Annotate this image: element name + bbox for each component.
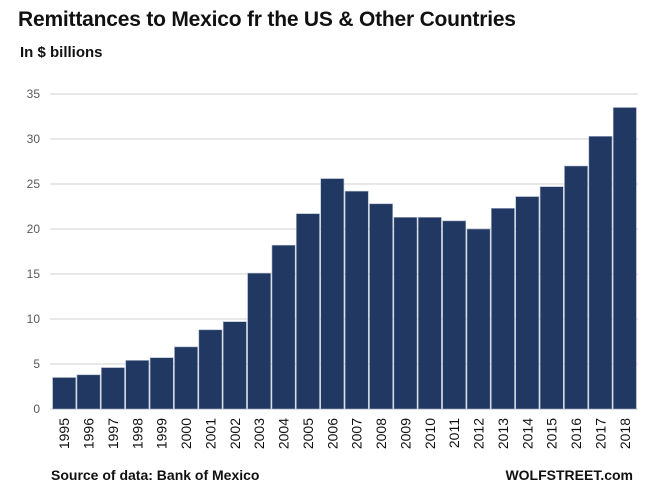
bar-2005 [296,213,320,410]
bar-2014 [515,196,540,410]
x-tick-label: 2011 [446,418,462,448]
bar-2016 [564,165,588,410]
x-tick-label: 2000 [178,418,194,449]
y-tick-label: 25 [27,177,41,191]
x-tick-label: 2016 [568,418,584,449]
x-tick-label: 1996 [81,418,97,449]
bar-1996 [76,374,101,410]
bar-2013 [491,208,515,410]
bar-2004 [271,244,296,410]
x-tick-label: 2009 [397,418,413,449]
x-tick-label: 2012 [471,418,487,449]
bar-2018 [612,107,637,410]
y-tick-label: 10 [27,312,41,326]
bar-1997 [101,367,125,410]
source-note: Source of data: Bank of Mexico [51,467,260,483]
y-tick-label: 5 [33,357,40,371]
bar-1995 [52,377,77,410]
x-tick-label: 1995 [56,418,72,449]
bar-2010 [417,217,442,410]
bar-2008 [369,203,393,410]
x-tick-label: 2003 [251,418,267,449]
y-tick-label: 35 [27,87,41,101]
bar-2000 [174,346,198,410]
x-tick-label: 2018 [617,418,633,449]
x-tick-label: 2015 [544,418,560,449]
x-tick-label: 2013 [495,418,511,449]
bar-2007 [344,190,369,410]
y-tick-label: 0 [33,402,40,416]
x-tick-label: 2002 [227,418,243,449]
x-tick-label: 2005 [300,418,316,449]
chart-subtitle: In $ billions [20,44,103,61]
x-tick-label: 2001 [202,418,218,449]
y-tick-label: 30 [27,132,41,146]
bar-2017 [588,136,613,410]
x-tick-label: 2017 [592,418,608,449]
bar-2006 [320,178,345,410]
bar-2001 [198,329,223,410]
bar-2011 [442,220,467,410]
bar-2012 [466,228,491,410]
bar-2009 [393,217,418,410]
bar-2002 [222,321,247,410]
bar-1999 [149,357,174,410]
x-tick-label: 2010 [422,418,438,449]
bar-1998 [125,360,150,410]
x-tick-label: 1997 [105,418,121,449]
x-tick-label: 2004 [276,418,292,449]
chart-title: Remittances to Mexico fr the US & Other … [18,8,516,31]
bar-2003 [247,272,272,410]
x-tick-label: 2006 [324,418,340,449]
y-tick-label: 15 [27,267,41,281]
y-tick-label: 20 [27,222,41,236]
brand-watermark: WOLFSTREET.com [505,467,633,483]
x-tick-label: 2008 [373,418,389,449]
x-tick-label: 1998 [129,418,145,449]
x-tick-label: 1999 [154,418,170,449]
x-tick-label: 2014 [519,418,535,449]
x-tick-label: 2007 [349,418,365,449]
bar-2015 [539,186,564,410]
